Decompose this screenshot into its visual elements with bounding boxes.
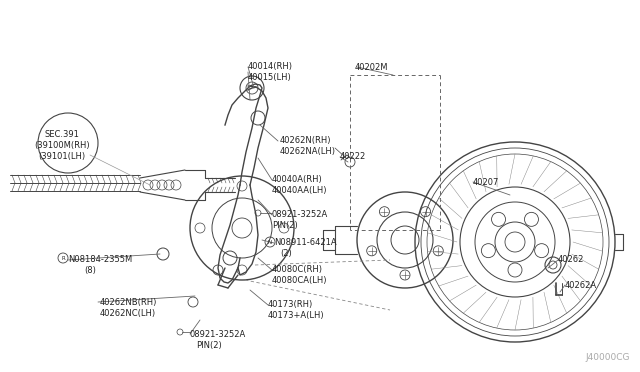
Text: 40207: 40207 (473, 178, 499, 187)
Text: N08911-6421A: N08911-6421A (274, 238, 337, 247)
Text: 08921-3252A: 08921-3252A (272, 210, 328, 219)
Text: N08184-2355M: N08184-2355M (68, 255, 132, 264)
Text: 40080CA(LH): 40080CA(LH) (272, 276, 328, 285)
Text: (39100M(RH): (39100M(RH) (34, 141, 90, 150)
Text: (39101(LH): (39101(LH) (38, 152, 86, 161)
Text: 40173(RH): 40173(RH) (268, 300, 313, 309)
Text: 40202M: 40202M (355, 63, 388, 72)
Text: R: R (61, 256, 65, 260)
Text: J40000CG: J40000CG (586, 353, 630, 362)
Text: 40040AA(LH): 40040AA(LH) (272, 186, 328, 195)
Text: 40014(RH): 40014(RH) (248, 62, 293, 71)
Text: SEC.391: SEC.391 (45, 130, 79, 139)
Text: 40262NC(LH): 40262NC(LH) (100, 309, 156, 318)
Text: PIN(2): PIN(2) (272, 221, 298, 230)
Text: 40040A(RH): 40040A(RH) (272, 175, 323, 184)
Text: 40262: 40262 (558, 255, 584, 264)
Text: 40262NB(RH): 40262NB(RH) (100, 298, 157, 307)
Text: (2): (2) (280, 249, 292, 258)
Text: 08921-3252A: 08921-3252A (190, 330, 246, 339)
Text: 40262NA(LH): 40262NA(LH) (280, 147, 336, 156)
Text: 40080C(RH): 40080C(RH) (272, 265, 323, 274)
Text: 40222: 40222 (340, 152, 366, 161)
Text: 40262N(RH): 40262N(RH) (280, 136, 332, 145)
Text: PIN(2): PIN(2) (196, 341, 221, 350)
Text: 40015(LH): 40015(LH) (248, 73, 292, 82)
Text: N: N (268, 240, 272, 244)
Text: (8): (8) (84, 266, 96, 275)
Text: 40173+A(LH): 40173+A(LH) (268, 311, 324, 320)
Text: 40262A: 40262A (565, 281, 597, 290)
